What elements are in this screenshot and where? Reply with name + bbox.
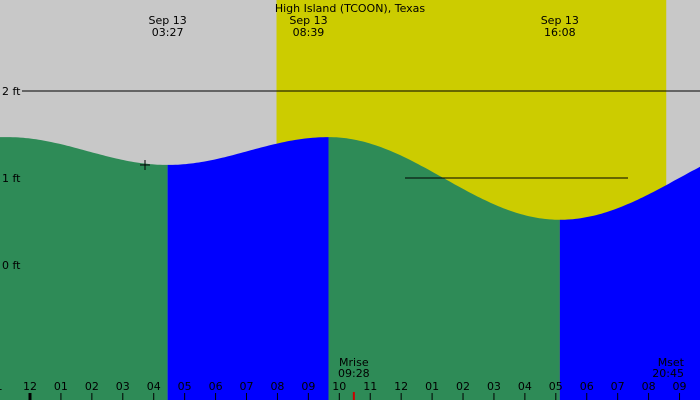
x-tick-label: 01: [54, 380, 68, 393]
tide-event-date: Sep 13: [289, 14, 327, 27]
x-tick-label: 02: [85, 380, 99, 393]
x-tick-label: 10: [332, 380, 346, 393]
chart-title: High Island (TCOON), Texas: [275, 2, 426, 15]
reference-lines: [22, 90, 700, 179]
tide-event-date: Sep 13: [541, 14, 579, 27]
rising-tide-area: [559, 166, 700, 400]
x-tick-label: 07: [611, 380, 625, 393]
tide-area-group: [0, 137, 700, 400]
x-tick-label: 11: [363, 380, 377, 393]
moon-event-time: 20:45: [652, 367, 684, 380]
x-tick-label: 02: [456, 380, 470, 393]
x-axis: 1 12 01 02 03 04 05 06 07 08 09 10 11 12 01 02 03 04 05 06 0…: [0, 380, 687, 400]
tide-event-time: 16:08: [544, 26, 576, 39]
x-tick-label: 06: [209, 380, 223, 393]
moon-event-label: Mset: [658, 356, 685, 369]
y-tick-label: 0 ft: [2, 259, 21, 272]
x-tick-label: 09: [301, 380, 315, 393]
x-tick-label: 04: [518, 380, 532, 393]
x-tick-label: 03: [487, 380, 501, 393]
y-tick-label: 2 ft: [2, 85, 21, 98]
x-tick-label: 07: [240, 380, 254, 393]
falling-tide-area: [0, 137, 168, 400]
tide-event-time: 03:27: [152, 26, 184, 39]
moon-event-label: Mrise: [339, 356, 369, 369]
x-tick-label: 1: [0, 380, 3, 393]
x-tick-label: 01: [425, 380, 439, 393]
y-tick-label: 1 ft: [2, 172, 21, 185]
x-tick-label: 09: [673, 380, 687, 393]
x-tick-label: 12: [23, 380, 37, 393]
tide-event-time: 08:39: [293, 26, 325, 39]
x-tick-label: 05: [178, 380, 192, 393]
rising-tide-area: [167, 137, 329, 400]
y-axis-labels: 0 ft 1 ft 2 ft: [2, 85, 21, 272]
x-tick-label: 08: [270, 380, 284, 393]
falling-tide-area: [328, 137, 560, 400]
x-tick-label: 04: [147, 380, 161, 393]
moon-event-time: 09:28: [338, 367, 370, 380]
x-tick-label: 06: [580, 380, 594, 393]
tide-event-date: Sep 13: [149, 14, 187, 27]
x-tick-label: 12: [394, 380, 408, 393]
x-tick-label: 03: [116, 380, 130, 393]
x-tick-label: 05: [549, 380, 563, 393]
x-tick-label: 08: [642, 380, 656, 393]
